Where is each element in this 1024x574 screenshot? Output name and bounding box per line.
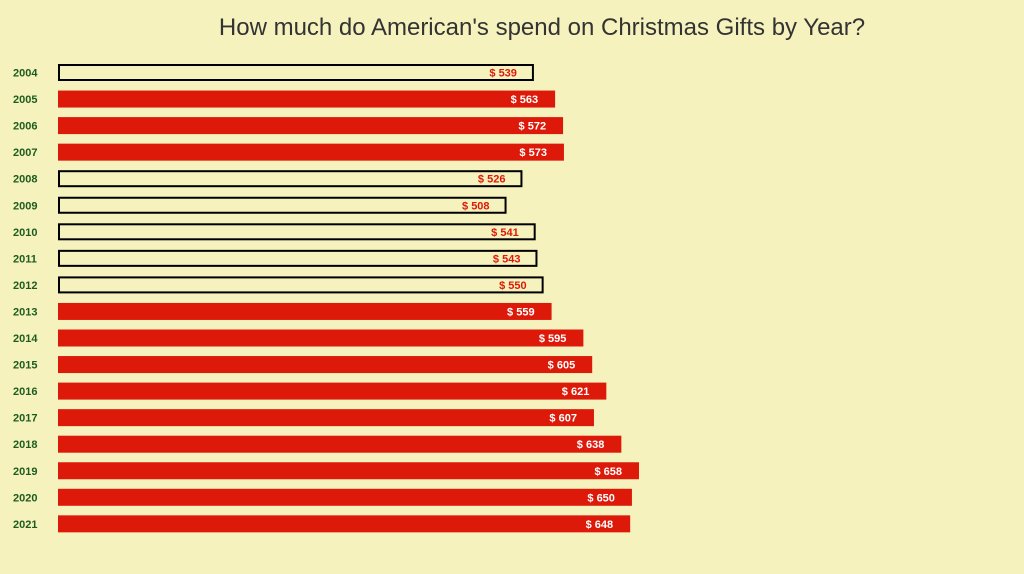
- value-label-2004: $ 539: [489, 68, 517, 80]
- bar-2006: [58, 117, 564, 135]
- bar-2017: [58, 409, 594, 427]
- value-label-2019: $ 658: [594, 466, 622, 478]
- category-label-2008: 2008: [13, 174, 37, 186]
- category-label-2004: 2004: [13, 68, 38, 80]
- bar-2014: [58, 329, 584, 347]
- value-label-2014: $ 595: [539, 333, 567, 345]
- bar-2019: [58, 462, 639, 480]
- bar-2009: [58, 196, 507, 214]
- value-label-2018: $ 638: [577, 439, 605, 451]
- bar-2004: [58, 64, 534, 81]
- bar-2021: [58, 515, 631, 533]
- value-label-2020: $ 650: [587, 492, 615, 504]
- category-label-2014: 2014: [13, 333, 38, 345]
- bar-2020: [58, 488, 632, 506]
- category-label-2007: 2007: [13, 147, 37, 159]
- category-label-2015: 2015: [13, 360, 37, 372]
- bar-2016: [58, 382, 607, 400]
- bar-2013: [58, 302, 552, 320]
- category-label-2021: 2021: [13, 519, 37, 531]
- value-label-2011: $ 543: [493, 253, 521, 265]
- category-label-2005: 2005: [13, 94, 37, 106]
- value-label-2007: $ 573: [519, 147, 547, 159]
- value-label-2013: $ 559: [507, 306, 535, 318]
- value-label-2021: $ 648: [586, 519, 614, 531]
- value-label-2010: $ 541: [491, 227, 519, 239]
- bar-2012: [58, 276, 544, 294]
- category-label-2006: 2006: [13, 121, 37, 133]
- chart-title: How much do American's spend on Christma…: [218, 14, 866, 41]
- category-label-2011: 2011: [13, 253, 37, 265]
- bar-2015: [58, 356, 593, 374]
- value-label-2006: $ 572: [519, 121, 547, 133]
- value-label-2015: $ 605: [548, 360, 576, 372]
- bar-2005: [58, 90, 556, 108]
- category-label-2012: 2012: [13, 280, 37, 292]
- category-label-2016: 2016: [13, 386, 37, 398]
- category-label-2019: 2019: [13, 466, 37, 478]
- category-label-2010: 2010: [13, 227, 37, 239]
- bar-2008: [58, 170, 523, 188]
- bar-2011: [58, 249, 538, 267]
- value-label-2005: $ 563: [511, 94, 539, 106]
- value-label-2017: $ 607: [549, 413, 577, 425]
- bar-2018: [58, 435, 622, 453]
- category-label-2013: 2013: [13, 306, 37, 318]
- value-label-2009: $ 508: [462, 200, 490, 212]
- category-label-2017: 2017: [13, 413, 37, 425]
- bar-2007: [58, 143, 564, 161]
- category-label-2020: 2020: [13, 492, 37, 504]
- value-label-2008: $ 526: [478, 174, 506, 186]
- value-label-2016: $ 621: [562, 386, 590, 398]
- value-label-2012: $ 550: [499, 280, 527, 292]
- bar-2010: [58, 223, 536, 241]
- category-label-2018: 2018: [13, 439, 37, 451]
- category-label-2009: 2009: [13, 200, 37, 212]
